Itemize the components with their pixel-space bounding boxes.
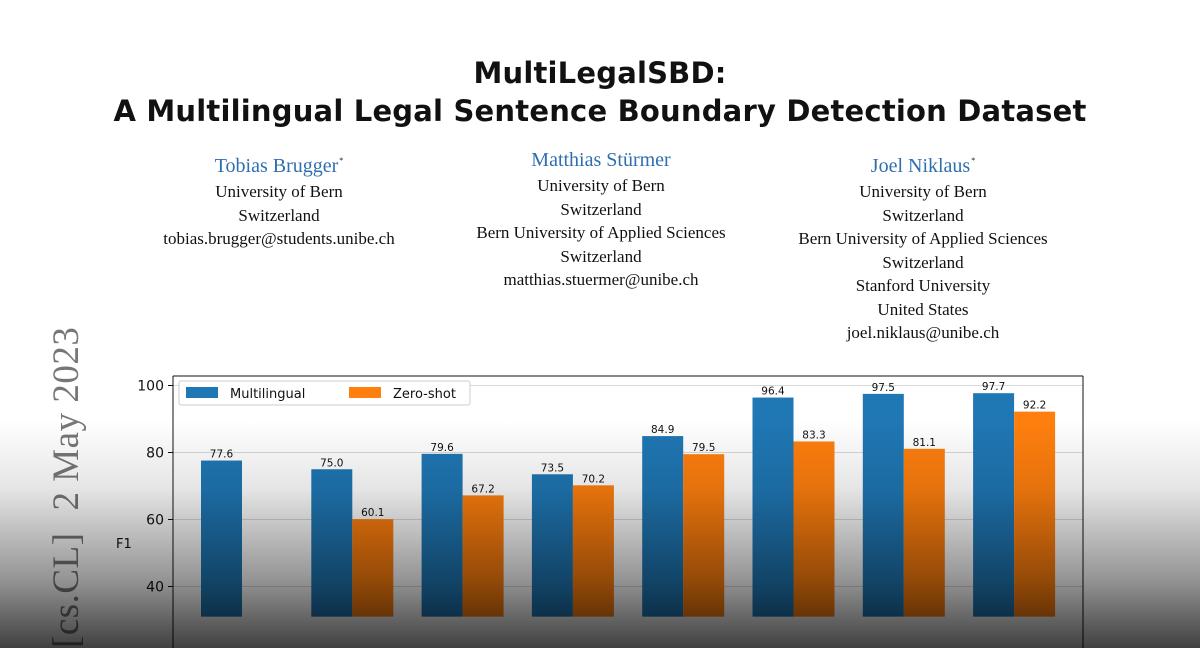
author-block-niklaus: Joel Niklaus* University of Bern Switzer… bbox=[768, 147, 1078, 345]
bar-value-label: 79.5 bbox=[692, 442, 715, 454]
legend-swatch bbox=[186, 387, 218, 398]
bar-value-label: 73.5 bbox=[541, 462, 564, 474]
bar-multilingual bbox=[421, 453, 463, 617]
author-block-stuermer: Matthias Stürmer University of Bern Swit… bbox=[451, 147, 751, 292]
y-tick-label: 100 bbox=[137, 379, 164, 395]
bar-value-label: 83.3 bbox=[802, 429, 825, 441]
legend-swatch bbox=[349, 387, 381, 398]
bar-value-label: 81.1 bbox=[913, 437, 936, 449]
bar-multilingual bbox=[973, 393, 1015, 617]
legend-label: Zero-shot bbox=[393, 387, 456, 402]
bar-zero-shot bbox=[903, 448, 945, 617]
bar-value-label: 70.2 bbox=[582, 473, 605, 485]
author-footnote-mark: * bbox=[339, 156, 344, 165]
author-country: Switzerland bbox=[238, 205, 320, 225]
bar-multilingual bbox=[642, 436, 684, 617]
bar-zero-shot bbox=[683, 454, 725, 617]
bar-value-label: 75.0 bbox=[320, 457, 343, 469]
bar-multilingual bbox=[201, 460, 242, 617]
y-tick-label: 80 bbox=[146, 446, 164, 462]
author-country: United States bbox=[877, 299, 969, 319]
chart-legend: Multilingual Zero-shot bbox=[178, 380, 471, 406]
author-footnote-mark: * bbox=[971, 156, 976, 165]
bar-zero-shot bbox=[462, 495, 504, 617]
bar-zero-shot bbox=[352, 519, 394, 617]
author-country: Switzerland bbox=[882, 205, 964, 225]
bar-value-label: 97.7 bbox=[982, 381, 1005, 393]
bar-zero-shot bbox=[1014, 411, 1056, 617]
author-name[interactable]: Tobias Brugger* bbox=[214, 155, 344, 177]
author-affiliation: Bern University of Applied Sciences bbox=[798, 229, 1048, 248]
bar-value-label: 77.6 bbox=[210, 449, 234, 461]
bar-value-label: 60.1 bbox=[361, 507, 384, 519]
author-block-brugger: Tobias Brugger* University of Bern Switz… bbox=[129, 147, 429, 251]
author-email[interactable]: joel.niklaus@unibe.ch bbox=[846, 323, 1000, 342]
bar-value-label: 97.5 bbox=[872, 382, 895, 394]
legend-box bbox=[178, 380, 471, 406]
author-affiliation: Bern University of Applied Sciences bbox=[476, 223, 726, 242]
bar-multilingual bbox=[752, 397, 794, 617]
author-country: Switzerland bbox=[560, 246, 642, 266]
y-tick-label: 40 bbox=[146, 580, 164, 596]
bar-value-label: 92.2 bbox=[1023, 400, 1046, 412]
bar-zero-shot bbox=[793, 441, 835, 617]
chart-gridlines bbox=[173, 385, 1083, 587]
author-country: Switzerland bbox=[882, 252, 964, 272]
author-name[interactable]: Matthias Stürmer bbox=[531, 149, 671, 171]
bar-multilingual bbox=[311, 469, 353, 617]
bar-value-label: 67.2 bbox=[471, 483, 494, 495]
y-axis-label: F1 bbox=[116, 537, 132, 552]
legend-label: Multilingual bbox=[230, 387, 305, 402]
bar-zero-shot bbox=[572, 485, 614, 617]
author-country: Switzerland bbox=[560, 199, 642, 219]
chart-bars bbox=[201, 393, 1056, 617]
bar-value-label: 84.9 bbox=[651, 424, 674, 436]
author-name[interactable]: Joel Niklaus* bbox=[870, 155, 976, 177]
bar-multilingual bbox=[862, 393, 904, 617]
author-email[interactable]: tobias.brugger@students.unibe.ch bbox=[163, 229, 395, 248]
author-affiliation: University of Bern bbox=[859, 182, 987, 201]
y-tick-label: 60 bbox=[146, 513, 164, 529]
bar-value-label: 79.6 bbox=[430, 442, 454, 454]
author-affiliation: Stanford University bbox=[855, 276, 991, 295]
author-email[interactable]: matthias.stuermer@unibe.ch bbox=[503, 270, 699, 289]
paper-title-line-1: MultiLegalSBD: bbox=[473, 56, 727, 90]
author-affiliation: University of Bern bbox=[537, 176, 665, 195]
author-affiliation: University of Bern bbox=[215, 182, 343, 201]
bar-value-label: 96.4 bbox=[761, 386, 785, 398]
bar-multilingual bbox=[531, 474, 573, 617]
paper-title-line-2: A Multilingual Legal Sentence Boundary D… bbox=[113, 94, 1087, 128]
